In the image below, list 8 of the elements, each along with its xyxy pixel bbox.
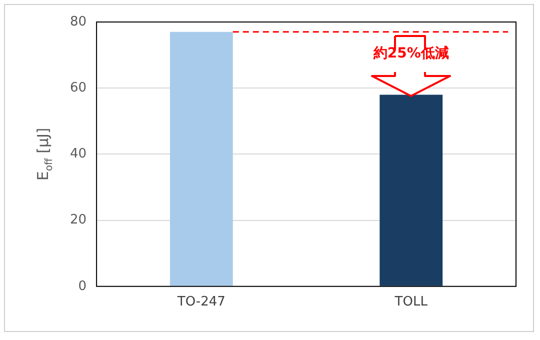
- y-tick-label: 0: [78, 278, 87, 294]
- y-tick-label: 60: [70, 80, 87, 96]
- y-tick-label: 20: [70, 212, 87, 228]
- x-tick-label: TOLL: [394, 294, 428, 310]
- y-axis-title: Eoff [μJ]: [34, 128, 55, 181]
- y-tick-label: 40: [70, 146, 87, 162]
- y-tick-label: 80: [70, 14, 87, 30]
- x-tick-label: TO-247: [176, 294, 226, 310]
